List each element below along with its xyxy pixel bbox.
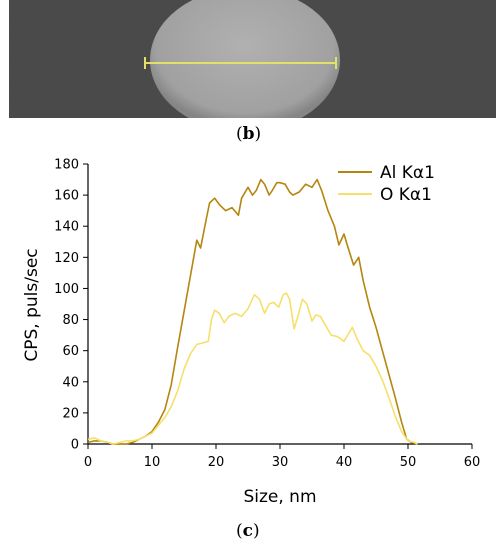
- scan-line: [144, 57, 337, 69]
- x-tick-label: 20: [208, 455, 225, 470]
- x-tick-label: 40: [336, 455, 353, 470]
- series-line-1: [87, 178, 418, 445]
- series-line-2: [87, 292, 418, 445]
- micrograph-image: [9, 0, 496, 118]
- y-tick-label: 0: [71, 438, 79, 453]
- x-tick-label: 0: [84, 455, 92, 470]
- chart-series: [87, 178, 418, 445]
- line-chart: 0 10 20 30 40 50 60 0 20 40 60 80 100 120 140 160 180 Si…: [22, 158, 480, 508]
- panel-label-b: (b): [236, 124, 262, 144]
- y-axis-label: CPS, puls/sec: [22, 248, 42, 361]
- y-tick-label: 40: [62, 375, 79, 390]
- y-tick-label: 100: [54, 282, 79, 297]
- y-tick-label: 20: [62, 406, 79, 421]
- x-tick-label: 60: [464, 455, 481, 470]
- x-axis-label: Size, nm: [243, 487, 316, 507]
- x-tick-label: 30: [272, 455, 289, 470]
- x-tick-label: 10: [144, 455, 161, 470]
- panel-label-b-letter: b: [242, 124, 255, 144]
- legend-label-1: Al Kα1: [380, 163, 435, 183]
- y-tick-label: 60: [62, 344, 79, 359]
- y-tick-label: 160: [54, 189, 79, 204]
- chart-ticks: 0 10 20 30 40 50 60 0 20 40 60 80 100 120 140 160 180: [54, 158, 480, 471]
- x-tick-label: 50: [400, 455, 417, 470]
- panel-label-c: (c): [236, 521, 260, 541]
- y-tick-label: 120: [54, 251, 79, 266]
- y-tick-label: 80: [62, 313, 79, 328]
- legend-label-2: O Kα1: [380, 185, 432, 205]
- y-tick-label: 180: [54, 158, 79, 173]
- y-tick-label: 140: [54, 220, 79, 235]
- panel-label-c-letter: c: [242, 521, 253, 541]
